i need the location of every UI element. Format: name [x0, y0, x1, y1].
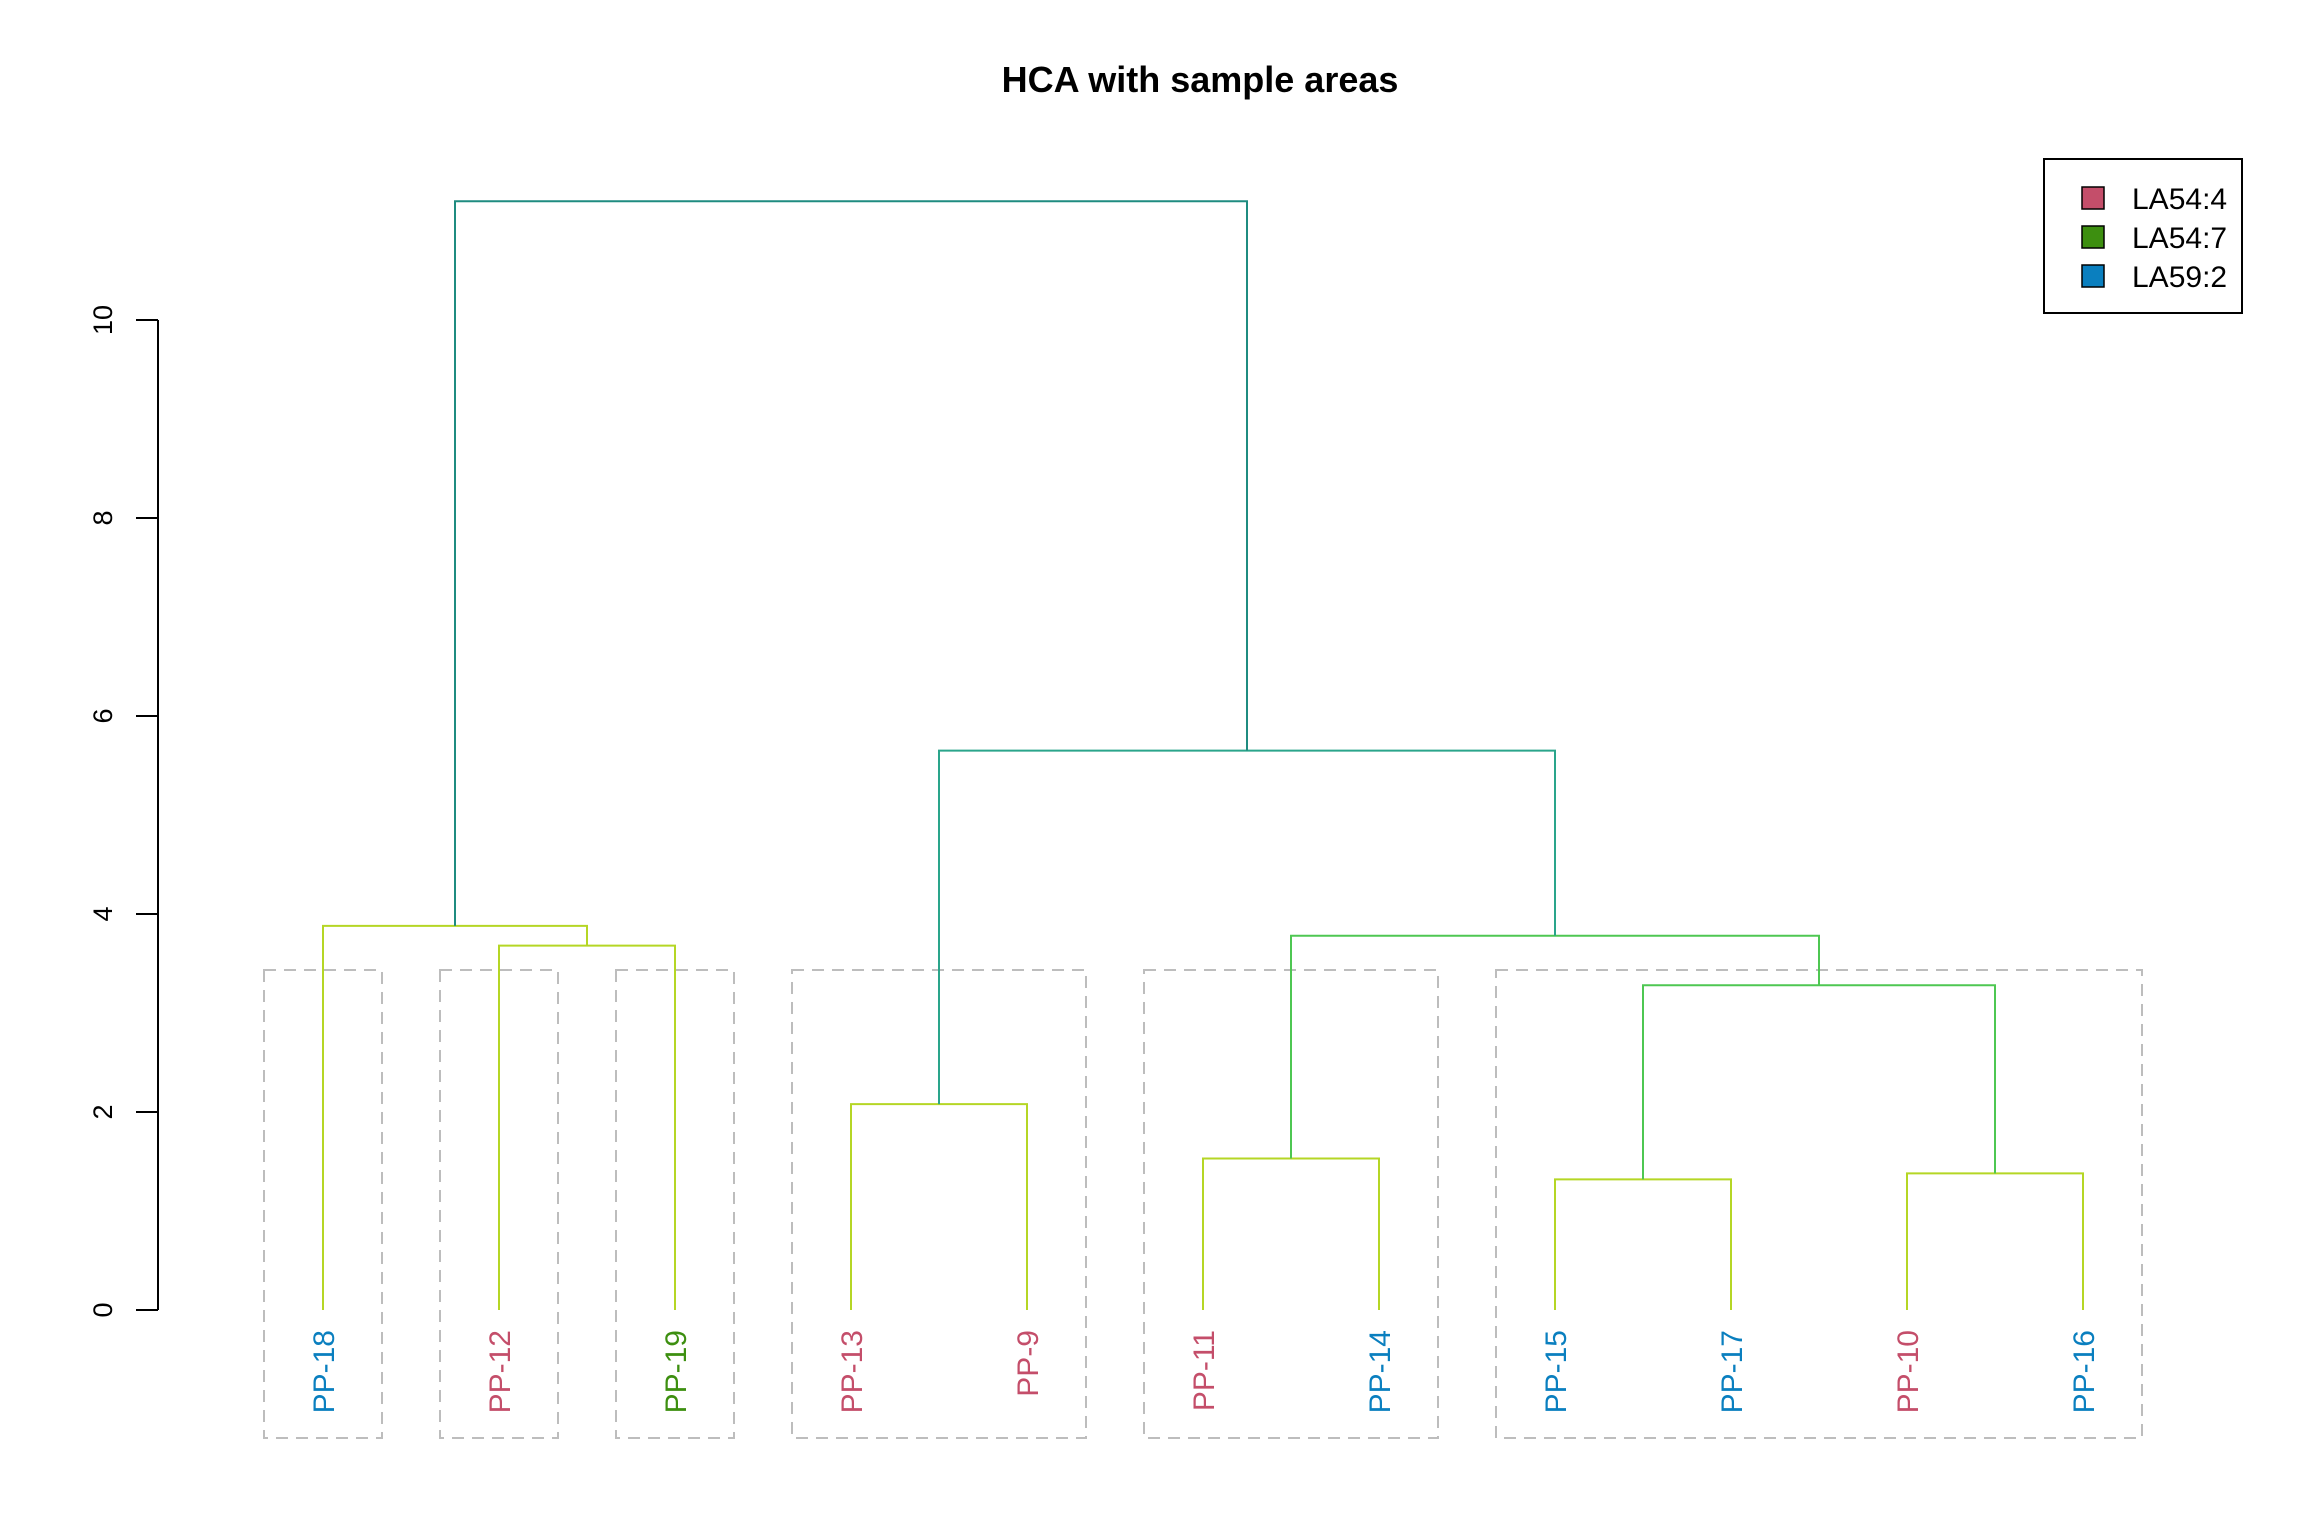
branch-m9 — [938, 749, 1556, 1105]
branch-m3 — [1202, 1157, 1380, 1310]
legend-label: LA54:7 — [2132, 222, 2227, 255]
branch-m2 — [1906, 1172, 2084, 1310]
y-tick-label: 6 — [88, 708, 118, 723]
leaf-label: PP-18 — [308, 1330, 341, 1413]
legend-swatch — [2081, 225, 2105, 249]
branch-m10 — [454, 200, 1248, 926]
legend-swatch — [2081, 264, 2105, 288]
legend: LA54:4 LA54:7 LA59:2 — [2043, 158, 2243, 314]
cluster-box — [1495, 969, 2143, 1439]
leaf-label: PP-14 — [1364, 1330, 1397, 1413]
cluster-box — [439, 969, 559, 1439]
branch-m5 — [1642, 984, 1996, 1180]
legend-swatch — [2081, 186, 2105, 210]
leaf-label: PP-10 — [1892, 1330, 1925, 1413]
leaf-label: PP-11 — [1188, 1330, 1221, 1411]
cluster-box — [615, 969, 735, 1439]
y-tick-label: 8 — [88, 510, 118, 525]
leaf-label: PP-12 — [484, 1330, 517, 1413]
y-tick-label: 0 — [88, 1302, 118, 1317]
leaf-label: PP-13 — [836, 1330, 869, 1413]
leaf-label: PP-17 — [1716, 1330, 1749, 1413]
legend-label: LA54:4 — [2132, 183, 2227, 216]
leaf-label: PP-15 — [1540, 1330, 1573, 1413]
cluster-box — [263, 969, 383, 1439]
branch-m8 — [322, 924, 588, 1310]
leaf-label: PP-9 — [1012, 1330, 1045, 1397]
leaf-label: PP-19 — [660, 1330, 693, 1413]
legend-frame — [2043, 158, 2243, 314]
leaf-labels: PP-18 PP-12 PP-19 PP-13 PP-9 PP-11 PP-14 PP-15 P… — [308, 1330, 2101, 1413]
legend-entries: LA54:4 LA54:7 LA59:2 — [2081, 183, 2227, 294]
y-tick-label: 10 — [88, 305, 118, 335]
legend-label: LA59:2 — [2132, 261, 2227, 294]
branch-m1 — [1554, 1178, 1732, 1310]
chart-title: HCA with sample areas — [1002, 59, 1399, 100]
dendrogram-branches — [322, 200, 2084, 1310]
leaf-label: PP-16 — [2068, 1330, 2101, 1413]
y-axis: 0 2 4 6 8 10 — [88, 305, 159, 1318]
y-tick-label: 2 — [88, 1104, 118, 1119]
branch-m6 — [498, 944, 676, 1310]
branch-m4 — [850, 1103, 1028, 1310]
y-tick-label: 4 — [88, 906, 118, 921]
